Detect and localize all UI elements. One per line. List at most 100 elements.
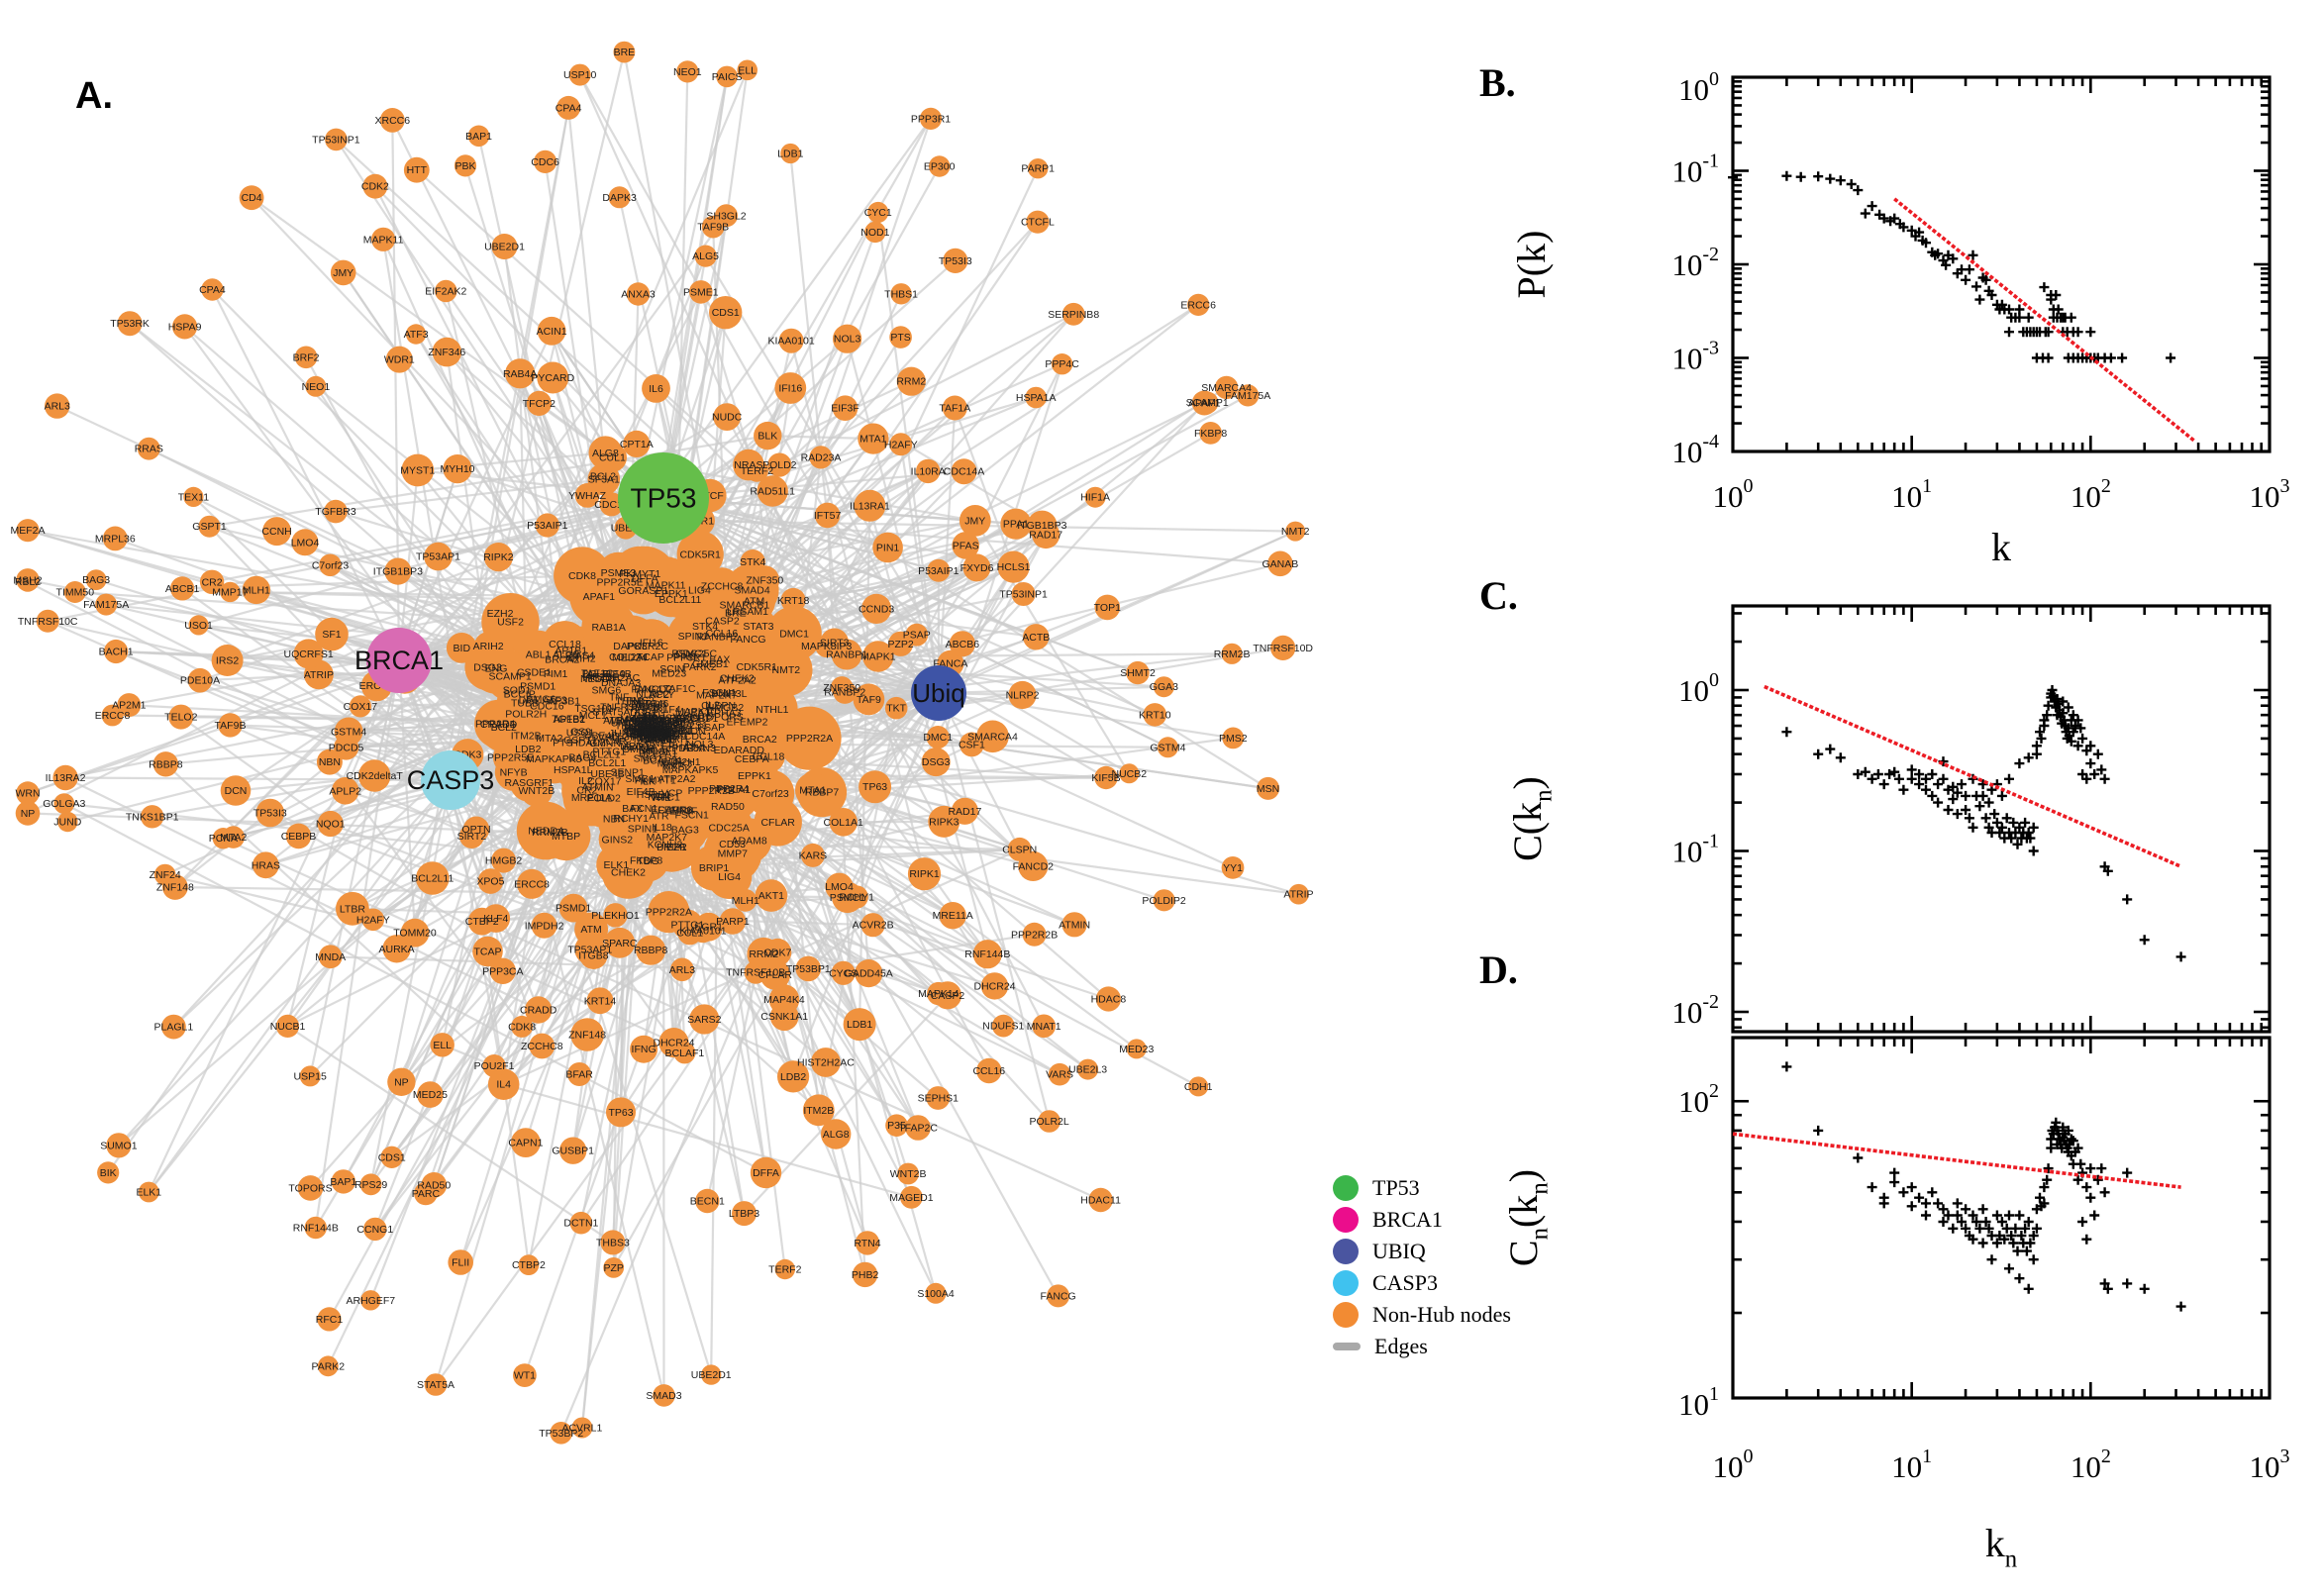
network-node <box>294 346 318 369</box>
axis-ticks <box>1733 77 2270 451</box>
network-node-label: NMT2 <box>1281 526 1310 538</box>
network-node <box>534 150 557 173</box>
network-node-label: CDC6 <box>531 156 559 168</box>
scatter-point <box>1952 1210 1963 1221</box>
scatter-point <box>2039 721 2050 731</box>
network-node-label: MEF2A <box>10 525 45 537</box>
network-node-label: BRF2 <box>293 351 320 363</box>
network-node-label: HMGB2 <box>485 855 523 867</box>
network-node-label: PPP3CA <box>482 965 523 977</box>
network-node <box>1119 763 1140 784</box>
scatter-point <box>2021 1246 2032 1256</box>
network-node <box>689 1004 720 1035</box>
legend-item-non-hub-nodes: Non-Hub nodes <box>1333 1299 1511 1331</box>
network-node <box>382 935 411 963</box>
network-node <box>855 1231 880 1255</box>
network-node <box>1267 550 1293 577</box>
scatter-point <box>2063 1147 2073 1157</box>
scatter-point <box>1853 769 1864 779</box>
network-node <box>319 553 342 577</box>
scatter-point <box>2075 723 2086 734</box>
network-node-label: IFT57 <box>814 510 842 522</box>
network-node-label: SF1 <box>322 629 341 641</box>
network-node <box>636 935 666 965</box>
scatter-point <box>2066 715 2076 726</box>
network-node <box>653 1384 675 1407</box>
network-node-label: NOL3 <box>686 739 714 750</box>
network-edge <box>335 139 940 694</box>
network-node <box>774 372 807 404</box>
network-node <box>579 941 608 969</box>
scatter-point <box>1983 1223 1994 1234</box>
network-node <box>363 1217 387 1242</box>
scatter-point <box>2064 1139 2074 1149</box>
scatter-point <box>2039 715 2050 726</box>
network-node-label: PZP <box>603 1262 623 1274</box>
network-node <box>777 1060 810 1093</box>
network-node-label: CFLAR <box>760 817 795 829</box>
network-node-label: STAT3 <box>743 621 773 633</box>
network-node-label: USO1 <box>184 620 213 632</box>
network-node-label: KLF4 <box>483 913 508 925</box>
network-edge <box>180 716 332 825</box>
tick-label: 10-4 <box>1671 431 1719 469</box>
scatter-point <box>2175 951 2186 962</box>
scatter-point <box>2004 1210 2014 1221</box>
network-node <box>695 1188 720 1214</box>
scatter-point <box>1964 1231 1974 1241</box>
network-node <box>959 505 991 537</box>
network-node <box>927 558 951 582</box>
network-node <box>187 667 213 693</box>
network-node-label: HDAC8 <box>1091 994 1127 1006</box>
network-node-label: CDS1 <box>378 1151 406 1163</box>
network-node-label: PZP2 <box>887 639 913 650</box>
scatter-point <box>1999 304 2010 315</box>
network-node <box>1077 1058 1099 1080</box>
scatter-point <box>2053 1129 2064 1140</box>
network-node-label: S100A4 <box>917 1288 955 1300</box>
network-node <box>603 1257 625 1278</box>
network-node-label: CDH1 <box>1184 1081 1213 1093</box>
scatter-point <box>2052 312 2063 323</box>
node-swatch-icon <box>1333 1207 1359 1233</box>
network-node <box>153 863 176 886</box>
network-node-label: POLR2L <box>1029 1116 1068 1128</box>
plot-frame <box>1731 75 2272 453</box>
network-node-label: CLSPN <box>701 700 736 712</box>
network-node <box>754 421 782 450</box>
scatter-point <box>2016 833 2027 844</box>
scatter-point <box>2014 1273 2025 1284</box>
scatter-point <box>2085 352 2096 363</box>
network-node-label: TOMM20 <box>393 928 437 940</box>
scatter-point <box>1971 790 1981 801</box>
network-node-label: PPP4C <box>1045 358 1079 370</box>
network-node-label: PSMC1 <box>830 892 865 904</box>
network-node-label: TP53INP1 <box>312 134 360 146</box>
network-node-label: DCTN1 <box>563 1218 598 1230</box>
network-node <box>843 1008 876 1042</box>
network-node-label: ATM <box>580 924 601 936</box>
scatter-point <box>1898 1187 1909 1198</box>
scatter-point <box>2025 833 2036 844</box>
legend-item-casp3: CASP3 <box>1333 1267 1511 1299</box>
network-node-label: ARL3 <box>45 401 70 413</box>
scatter-point <box>2060 721 2070 731</box>
scatter-point <box>2050 696 2061 707</box>
scatter-point <box>2052 1139 2063 1149</box>
network-node <box>531 912 557 939</box>
network-node-label: KRT18 <box>777 595 810 607</box>
network-node <box>255 798 285 828</box>
network-node <box>371 227 396 251</box>
scatter-point <box>2066 736 2076 747</box>
scatter-point <box>1991 1210 2002 1221</box>
scatter-point <box>2048 312 2059 323</box>
scatter-point <box>2054 705 2065 716</box>
network-node-label: KIAA0101 <box>767 336 814 348</box>
network-node <box>1038 1110 1060 1133</box>
network-node-label: CDK8 <box>508 1021 536 1033</box>
network-node <box>1199 422 1222 445</box>
network-node-label: HCLS1 <box>997 561 1031 573</box>
scatter-point <box>2028 1254 2039 1265</box>
scatter-point <box>2081 773 2092 784</box>
network-node-label: H2AFY <box>356 914 390 926</box>
